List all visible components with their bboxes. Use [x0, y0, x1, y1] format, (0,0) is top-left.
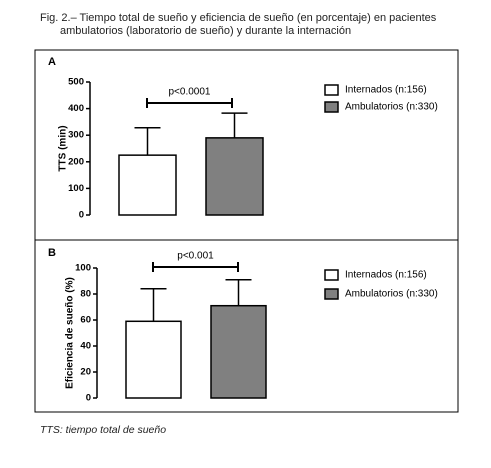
- caption-line: Fig. 2.– Tiempo total de sueño y eficien…: [40, 12, 437, 24]
- y-tick-label: 0: [86, 393, 91, 404]
- caption-line: ambulatorios (laboratorio de sueño) y du…: [60, 25, 352, 37]
- frame: [34, 49, 459, 413]
- legend-swatch: [324, 84, 339, 96]
- y-tick-label: 100: [68, 183, 84, 194]
- y-tick-label: 100: [75, 263, 91, 274]
- legend-label: Internados (n:156): [345, 85, 427, 96]
- legend-swatch: [324, 269, 339, 281]
- panel-label: A: [48, 56, 56, 68]
- bar: [118, 154, 177, 216]
- legend-label: Internados (n:156): [345, 270, 427, 281]
- y-tick-label: 200: [68, 156, 84, 167]
- y-tick-label: 20: [80, 367, 91, 378]
- bar: [205, 137, 264, 216]
- y-tick-label: 80: [80, 289, 91, 300]
- legend-swatch: [324, 101, 339, 113]
- y-tick-label: 400: [68, 103, 84, 114]
- legend-swatch: [324, 288, 339, 300]
- y-axis-label: TTS (min): [58, 125, 69, 171]
- panel-label: B: [48, 247, 56, 259]
- bar: [210, 304, 267, 399]
- annotation: p<0.001: [177, 251, 214, 262]
- y-tick-label: 40: [80, 341, 91, 352]
- y-tick-label: 500: [68, 77, 84, 88]
- annotation: p<0.0001: [169, 87, 211, 98]
- caption: Fig. 2.– Tiempo total de sueño y eficien…: [40, 12, 470, 38]
- y-tick-label: 300: [68, 130, 84, 141]
- y-axis-label: Eficiencia de sueño (%): [65, 277, 76, 389]
- footnote: TTS: tiempo total de sueño: [40, 424, 167, 436]
- legend-label: Ambulatorios (n:330): [345, 289, 438, 300]
- legend-label: Ambulatorios (n:330): [345, 102, 438, 113]
- y-tick-label: 0: [79, 210, 84, 221]
- bar: [125, 320, 182, 399]
- y-tick-label: 60: [80, 315, 91, 326]
